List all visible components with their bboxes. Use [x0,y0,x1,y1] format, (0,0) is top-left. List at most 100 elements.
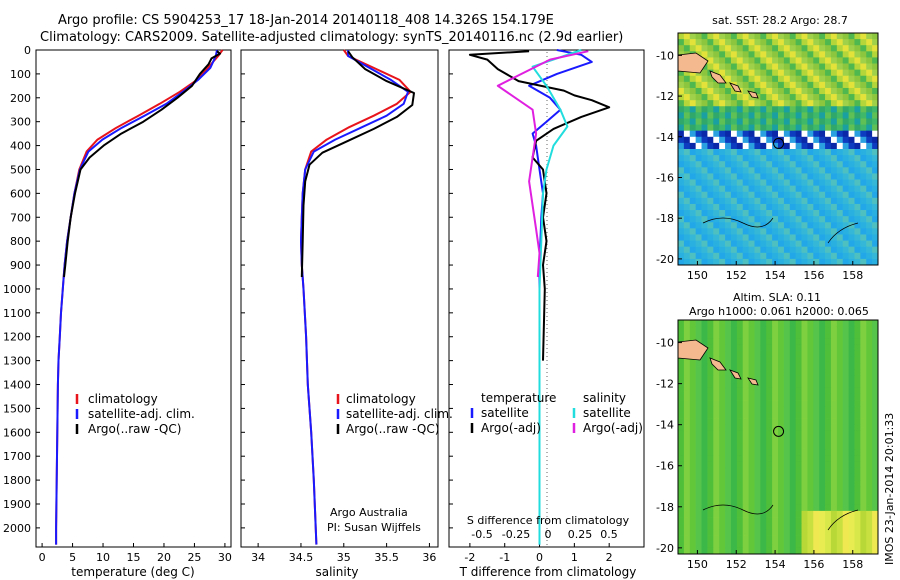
map-cell [825,179,832,187]
map-cell [678,320,685,327]
map-cell [860,45,867,52]
map-cell [766,535,773,543]
map-cell [742,430,749,438]
map-cell [736,523,744,530]
map-cell [825,443,832,450]
map-cell [819,136,826,144]
map-cell [689,332,697,339]
map-cell [730,106,738,113]
map-cell [848,136,855,144]
map-cell [801,118,808,125]
map-cell [760,535,767,543]
map-cell [813,418,820,426]
map-cell [825,94,832,101]
map-cell [736,320,744,327]
map-cell [836,529,844,536]
map-cell [825,252,832,260]
map-cell [689,418,697,426]
map-cell [760,412,767,419]
map-cell [836,167,844,174]
map-cell [854,57,861,64]
map-cell [678,486,685,493]
map-cell [789,326,797,333]
map-cell [801,228,808,235]
map-cell [772,326,779,333]
map-cell [689,106,697,113]
map-cell [789,228,797,235]
map-cell [848,412,855,419]
map-cell [866,320,873,327]
map-cell [742,39,749,46]
map-cell [789,486,797,493]
map-cell [778,240,785,248]
map-cell [813,222,820,229]
map-cell [836,461,844,469]
map-cell [689,363,697,370]
map-cell [707,75,714,83]
map-cell [678,387,685,395]
map-cell [719,149,726,156]
map-cell [801,486,808,493]
map-cell [872,473,879,481]
map-cell [819,375,826,382]
map-cell [730,112,738,119]
map-cell [866,39,873,46]
map-cell [848,437,855,444]
imos-timestamp: IMOS 23-Jan-2014 20:01:33 [883,413,896,565]
map-cell [842,75,849,83]
map-cell [819,216,826,223]
map-cell [866,118,873,125]
map-cell [848,424,855,432]
map-x-tick-label: 158 [842,269,863,282]
map-cell [783,449,791,456]
map-cell [801,461,808,469]
map-cell [748,87,755,95]
map-cell [730,136,738,144]
map-cell [860,393,867,401]
map-cell [713,69,720,77]
map-cell [848,222,855,229]
map-cell [701,87,708,95]
map-cell [801,51,808,58]
map-cell [825,375,832,382]
map-cell [766,75,773,83]
map-cell [801,94,808,101]
map-cell [795,173,802,180]
map-cell [825,210,832,217]
map-cell [836,523,844,530]
map-cell [795,344,802,352]
map-cell [872,523,879,530]
map-cell [730,124,738,132]
map-cell [848,106,855,113]
map-cell [778,455,785,463]
map-cell [848,547,855,555]
map-cell [860,228,867,235]
map-cell [866,252,873,260]
map-cell [766,455,773,463]
map-cell [813,179,820,187]
map-cell [830,130,838,138]
map-cell [825,541,832,549]
map-cell [854,87,861,95]
map-cell [830,498,838,506]
map-cell [678,461,685,469]
map-cell [813,467,820,475]
map-cell [807,344,814,352]
map-cell [860,100,867,107]
map-cell [854,179,861,187]
map-cell [701,118,708,125]
map-cell [754,344,761,352]
map-cell [707,142,714,150]
map-cell [689,430,697,438]
map-cell [730,33,738,40]
map-cell [872,406,879,413]
map-cell [860,412,867,419]
map-cell [825,118,832,125]
depth-tick-label: 2000 [3,522,31,535]
map-cell [678,252,685,260]
map-cell [730,326,738,333]
map-cell [854,63,861,71]
map-cell [778,258,785,266]
map-cell [807,39,814,46]
map-cell [725,480,732,487]
